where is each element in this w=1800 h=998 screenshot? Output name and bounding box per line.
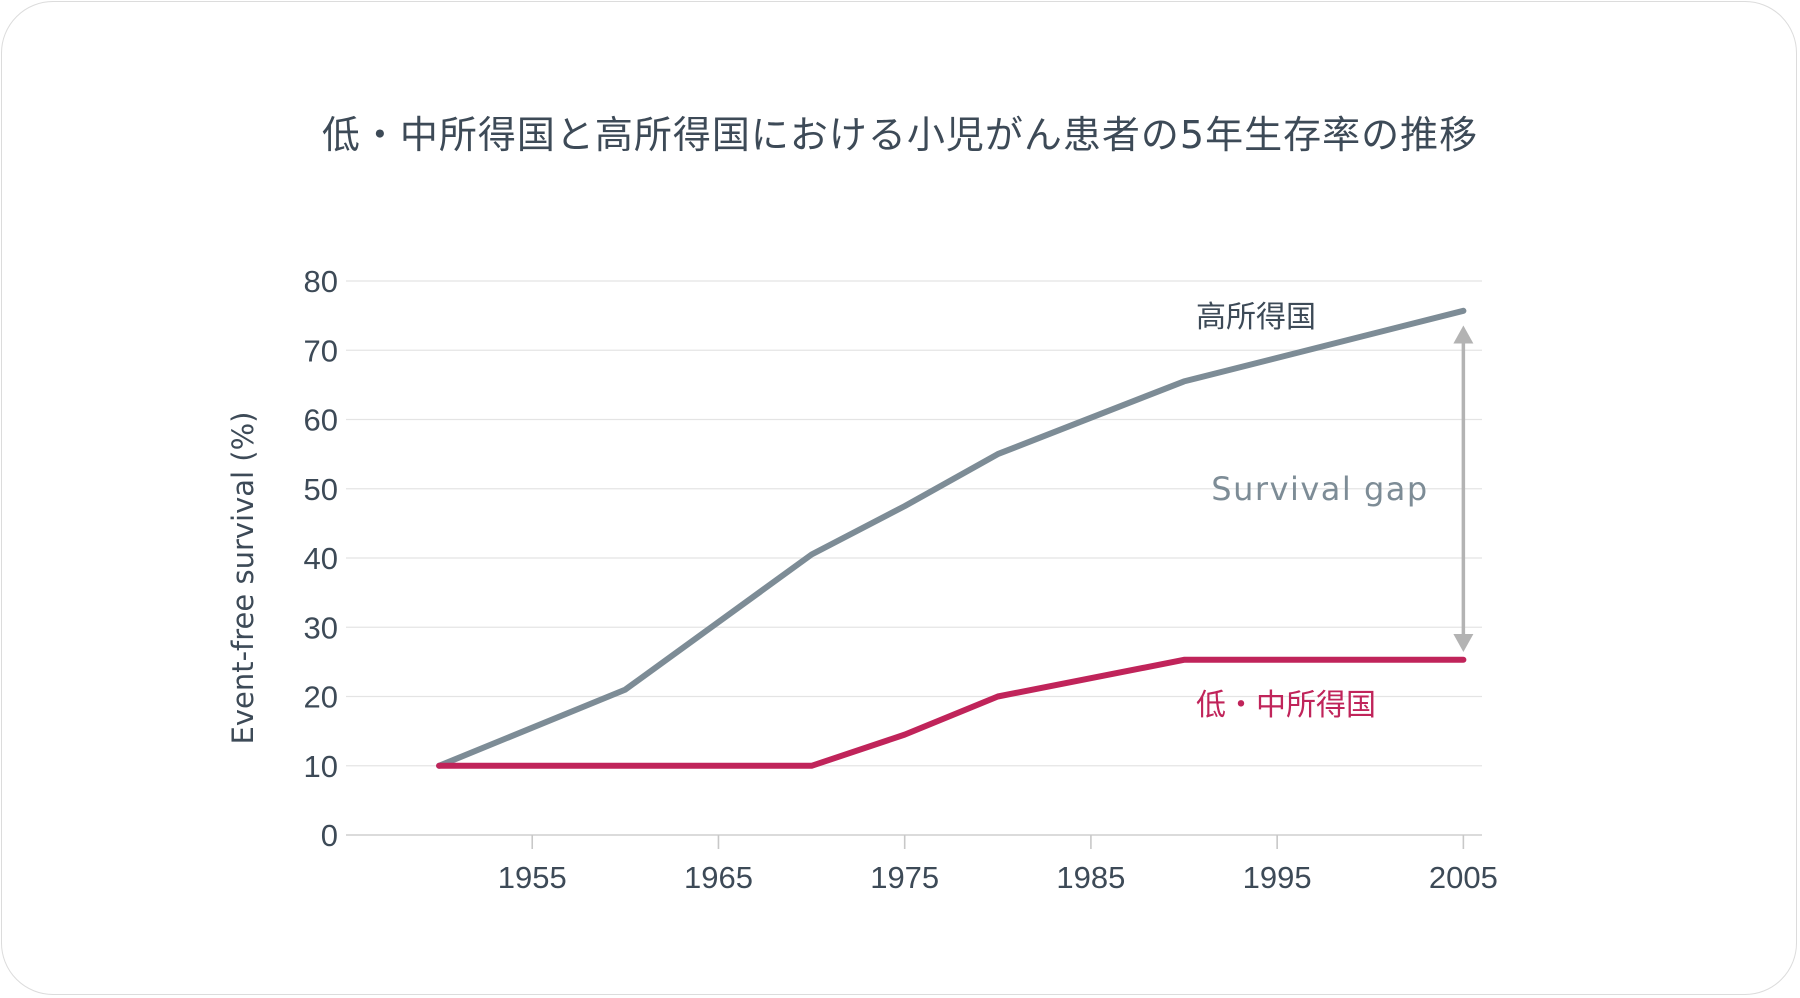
series-lines (436, 307, 1467, 769)
gap-arrow-head-down (1453, 634, 1474, 653)
y-tick-label: 30 (304, 610, 338, 645)
y-tick-label: 0 (321, 818, 338, 853)
y-tick-label: 70 (304, 333, 338, 368)
series-line-high-income (436, 307, 1467, 769)
y-tick-label: 80 (304, 264, 338, 299)
series-label-high-income: 高所得国 (1196, 300, 1316, 335)
y-axis-ticks: 0 10 20 30 40 50 60 70 80 (304, 264, 338, 853)
survival-gap-label: Survival gap (1211, 470, 1428, 508)
gridlines (346, 280, 1482, 836)
y-tick-label: 50 (304, 472, 338, 507)
x-tick-label: 1965 (684, 860, 753, 895)
survival-gap-annotation (1453, 325, 1474, 653)
chart-title: 低・中所得国と高所得国における小児がん患者の5年生存率の推移 (321, 113, 1479, 157)
y-tick-label: 10 (304, 749, 338, 784)
x-tick-label: 1975 (870, 860, 939, 895)
x-tick-label: 1995 (1243, 860, 1312, 895)
x-axis-ticks: 1955 1965 1975 1985 1995 2005 (498, 835, 1498, 895)
series-label-low-middle-income: 低・中所得国 (1196, 688, 1376, 723)
gap-arrow-head-up (1453, 325, 1474, 344)
y-tick-label: 40 (304, 541, 338, 576)
x-tick-label: 1955 (498, 860, 567, 895)
y-tick-label: 60 (304, 403, 338, 438)
y-tick-label: 20 (304, 680, 338, 715)
x-tick-label: 1985 (1056, 860, 1125, 895)
series-line-low-middle-income (436, 656, 1467, 769)
y-axis-title: Event-free survival (%) (226, 412, 260, 745)
x-tick-label: 2005 (1429, 860, 1498, 895)
